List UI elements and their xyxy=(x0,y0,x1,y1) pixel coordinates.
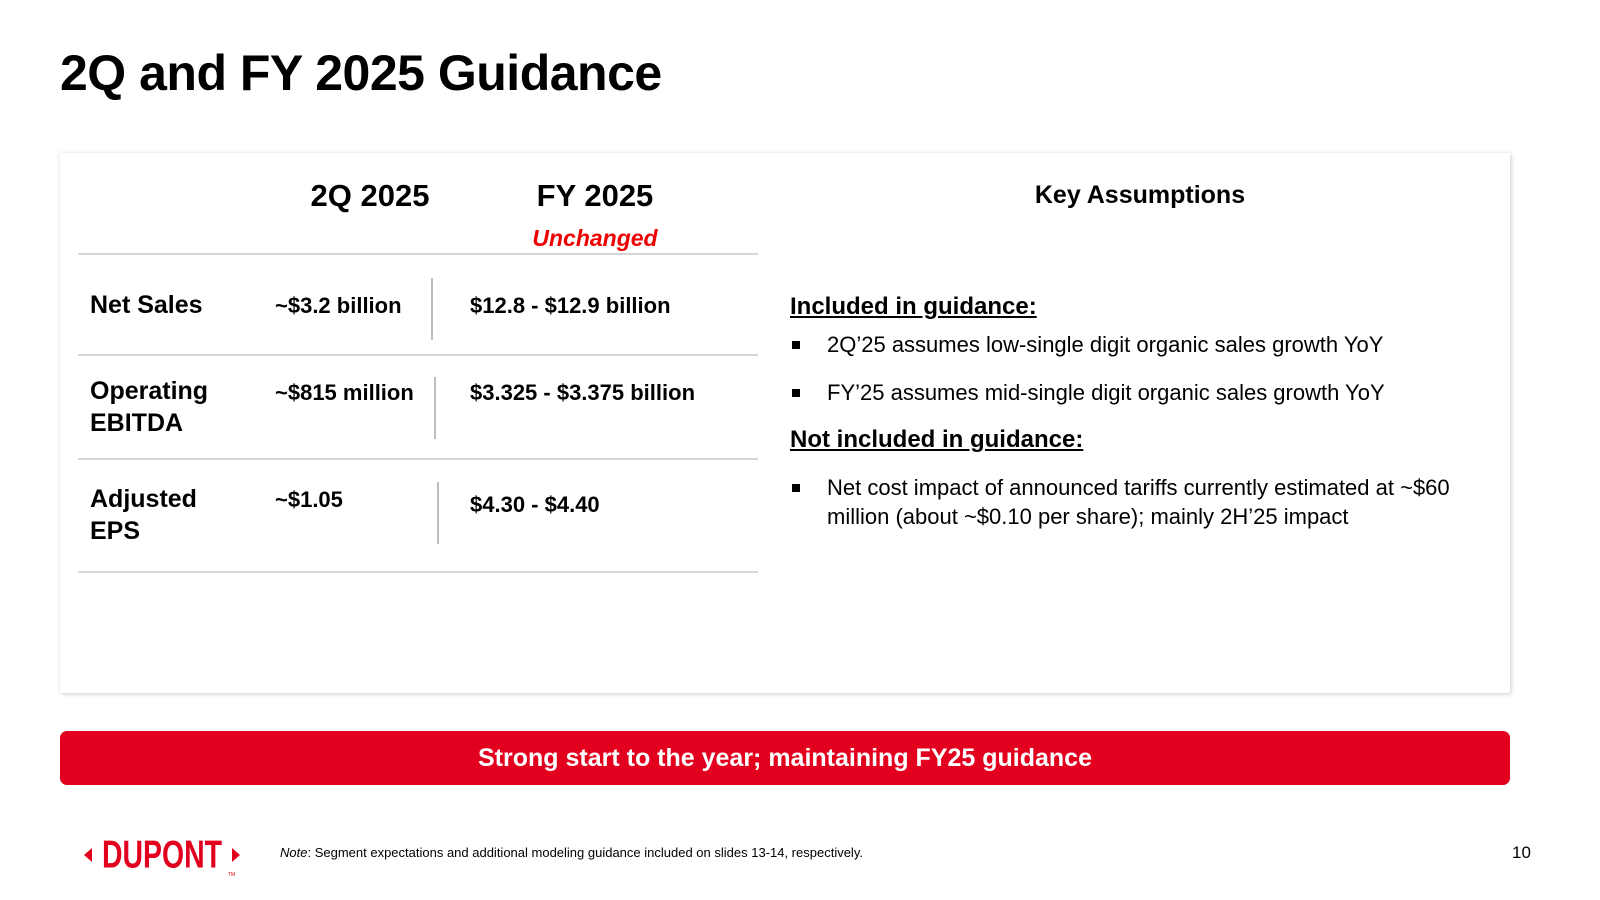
column-header-fy: FY 2025 xyxy=(536,178,654,213)
divider xyxy=(78,354,758,356)
summary-banner: Strong start to the year; maintaining FY… xyxy=(60,731,1510,785)
column-divider xyxy=(434,377,436,439)
not-included-bullet: Net cost impact of announced tariffs cur… xyxy=(790,473,1480,531)
included-heading: Included in guidance: xyxy=(790,293,1037,320)
divider xyxy=(78,253,758,255)
value-2q: ~$1.05 xyxy=(275,487,343,512)
value-2q: ~$815 million xyxy=(275,380,414,405)
key-assumptions-title: Key Assumptions xyxy=(1034,181,1246,209)
bullet-square-icon xyxy=(792,341,800,349)
svg-text:TM: TM xyxy=(228,872,235,877)
metric-label-line1: Operating xyxy=(90,377,209,405)
value-fy: $4.30 - $4.40 xyxy=(470,492,600,517)
included-bullet: 2Q’25 assumes low-single digit organic s… xyxy=(790,330,1490,359)
dupont-logo: DUPONT TM xyxy=(82,832,242,878)
metric-label-line2: EBITDA xyxy=(90,409,184,437)
value-2q: ~$3.2 billion xyxy=(275,293,402,318)
bullet-text: Net cost impact of announced tariffs cur… xyxy=(827,475,1450,529)
metric-label: Net Sales xyxy=(90,291,203,319)
value-fy: $12.8 - $12.9 billion xyxy=(470,293,671,318)
bullet-text: 2Q’25 assumes low-single digit organic s… xyxy=(827,332,1384,357)
unchanged-label: Unchanged xyxy=(532,225,658,251)
slide-title: 2Q and FY 2025 Guidance xyxy=(60,45,662,101)
metric-label: Adjusted EPS xyxy=(90,483,197,547)
bullet-square-icon xyxy=(792,484,800,492)
note-text: : Segment expectations and additional mo… xyxy=(307,845,863,860)
footnote: Note: Segment expectations and additiona… xyxy=(280,845,863,860)
column-header-2q: 2Q 2025 xyxy=(310,178,430,213)
column-divider xyxy=(437,482,439,544)
metric-label: Operating EBITDA xyxy=(90,375,208,439)
page-number: 10 xyxy=(1512,843,1531,862)
banner-text: Strong start to the year; maintaining FY… xyxy=(478,743,1092,772)
included-bullet: FY’25 assumes mid-single digit organic s… xyxy=(790,378,1490,407)
bullet-square-icon xyxy=(792,389,800,397)
bullet-text: FY’25 assumes mid-single digit organic s… xyxy=(827,380,1385,405)
metric-label-line1: Adjusted xyxy=(90,485,197,513)
divider xyxy=(78,458,758,460)
divider xyxy=(78,571,758,573)
value-fy: $3.325 - $3.375 billion xyxy=(470,380,696,405)
guidance-card: 2Q 2025 FY 2025 Unchanged Net Sales ~$3.… xyxy=(60,153,1510,693)
dupont-logo-icon: DUPONT TM xyxy=(84,832,240,878)
not-included-heading: Not included in guidance: xyxy=(790,426,1084,453)
metric-label-line2: EPS xyxy=(90,517,141,545)
note-label: Note xyxy=(280,845,308,860)
svg-text:DUPONT: DUPONT xyxy=(102,833,222,876)
column-divider xyxy=(431,278,433,340)
